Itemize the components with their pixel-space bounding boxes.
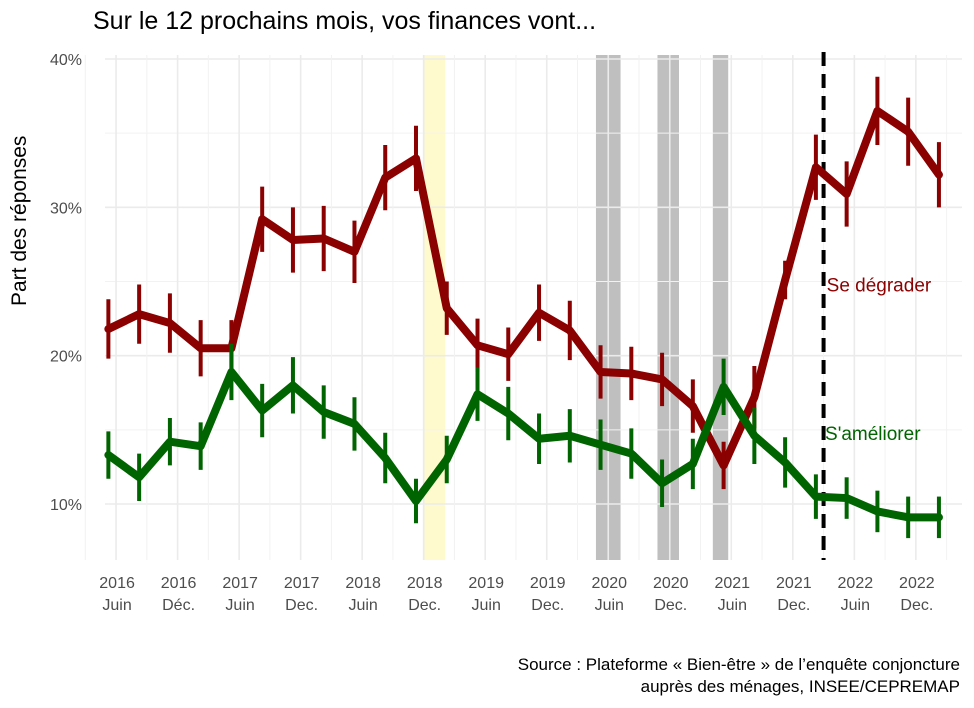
x-tick-month-5: Dec. (408, 597, 441, 614)
source-line-1: Source : Plateforme « Bien-être » de l’e… (517, 655, 960, 674)
x-tick-year-0: 2016 (99, 575, 135, 592)
highlight-band-2 (657, 55, 679, 560)
highlight-band-0 (423, 55, 446, 560)
x-tick-year-5: 2018 (407, 575, 443, 592)
series-1 (104, 343, 943, 539)
x-tick-labels: 2016 Juin 2016 Déc. 2017 Juin 2017 Dec. 2018 Juin… (99, 575, 934, 614)
x-tick-month-6: Juin (472, 597, 501, 614)
x-tick-month-11: Dec. (777, 597, 810, 614)
x-tick-month-1: Déc. (162, 597, 195, 614)
chart-title: Sur le 12 prochains mois, vos finances v… (93, 7, 597, 35)
x-tick-month-13: Dec. (900, 597, 933, 614)
series-0 (104, 76, 943, 490)
grid-lines (84, 55, 962, 560)
x-tick-month-9: Dec. (654, 597, 687, 614)
annotation-0: Se dégrader (827, 275, 932, 296)
series-group (104, 76, 943, 539)
x-tick-year-6: 2019 (468, 575, 504, 592)
x-tick-year-4: 2018 (345, 575, 381, 592)
source-line-2: auprès des ménages, INSEE/CEPREMAP (640, 677, 960, 696)
x-tick-year-3: 2017 (284, 575, 320, 592)
annotations: Se dégrader S'améliorer (825, 275, 932, 444)
y-tick-label-1: 20% (50, 349, 82, 366)
highlight-band-3 (712, 55, 729, 560)
x-tick-year-10: 2021 (714, 575, 750, 592)
y-tick-label-3: 40% (50, 52, 82, 69)
x-tick-month-4: Juin (348, 597, 377, 614)
x-tick-month-10: Juin (718, 597, 747, 614)
x-tick-month-7: Dec. (531, 597, 564, 614)
x-tick-month-0: Juin (102, 597, 131, 614)
x-tick-month-8: Juin (595, 597, 624, 614)
annotation-1: S'améliorer (825, 424, 921, 445)
x-tick-year-8: 2020 (591, 575, 627, 592)
x-tick-year-9: 2020 (653, 575, 689, 592)
y-tick-label-0: 10% (50, 497, 82, 514)
series-line-1 (104, 367, 943, 522)
x-tick-year-12: 2022 (838, 575, 874, 592)
x-tick-year-1: 2016 (161, 575, 197, 592)
x-tick-month-12: Juin (841, 597, 870, 614)
x-tick-month-3: Dec. (285, 597, 318, 614)
x-tick-year-11: 2021 (776, 575, 812, 592)
highlight-bands (423, 55, 729, 560)
y-tick-labels: 10% 20% 30% 40% (50, 52, 82, 514)
series-line-0 (104, 106, 943, 470)
x-tick-year-13: 2022 (899, 575, 935, 592)
y-tick-label-2: 30% (50, 200, 82, 217)
x-tick-year-7: 2019 (530, 575, 566, 592)
x-tick-month-2: Juin (225, 597, 254, 614)
source-note: Source : Plateforme « Bien-être » de l’e… (518, 654, 960, 698)
x-tick-year-2: 2017 (222, 575, 258, 592)
